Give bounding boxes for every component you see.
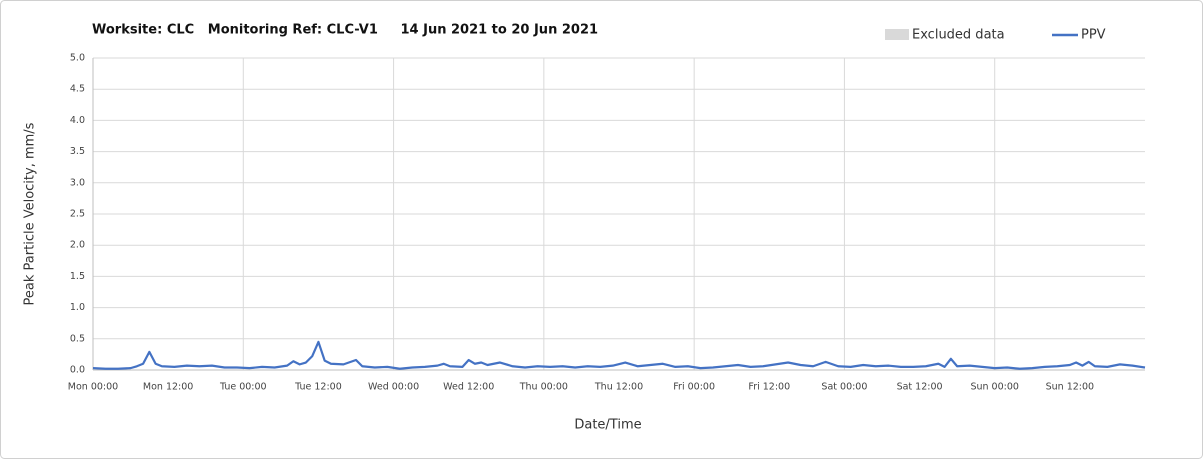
x-tick-label: Wed 00:00 [368,382,419,393]
chart-title: Worksite: CLC Monitoring Ref: CLC-V1 14 … [92,23,598,38]
x-axis-label: Date/Time [574,418,641,433]
x-tick-label: Wed 12:00 [443,382,494,393]
y-tick-label: 3.0 [70,177,85,188]
x-tick-label: Thu 12:00 [594,382,643,393]
x-tick-label: Tue 12:00 [294,382,342,393]
legend-swatch [885,29,909,40]
x-tick-label: Mon 12:00 [143,382,193,393]
y-axis-label: Peak Particle Velocity, mm/s [23,122,38,305]
y-tick-label: 4.5 [70,84,85,95]
x-tick-label: Sat 00:00 [821,382,867,393]
y-tick-label: 2.5 [70,209,85,220]
y-tick-label: 2.0 [70,240,85,251]
y-tick-label: 1.0 [70,302,85,313]
x-tick-label: Thu 00:00 [519,382,568,393]
y-tick-label: 3.5 [70,146,85,157]
x-tick-label: Sat 12:00 [897,382,943,393]
x-tick-label: Tue 00:00 [219,382,267,393]
x-tick-label: Fri 12:00 [748,382,790,393]
x-tick-label: Sun 00:00 [970,382,1018,393]
y-tick-label: 5.0 [70,53,85,64]
legend-label: Excluded data [912,28,1005,43]
x-tick-label: Mon 00:00 [68,382,118,393]
y-tick-label: 1.5 [70,271,85,282]
x-tick-label: Sun 12:00 [1046,382,1094,393]
y-tick-label: 4.0 [70,115,85,126]
legend-label: PPV [1081,28,1106,43]
y-tick-label: 0.0 [70,365,85,376]
y-tick-label: 0.5 [70,333,85,344]
ppv-line [92,340,1146,370]
x-tick-label: Fri 00:00 [673,382,715,393]
